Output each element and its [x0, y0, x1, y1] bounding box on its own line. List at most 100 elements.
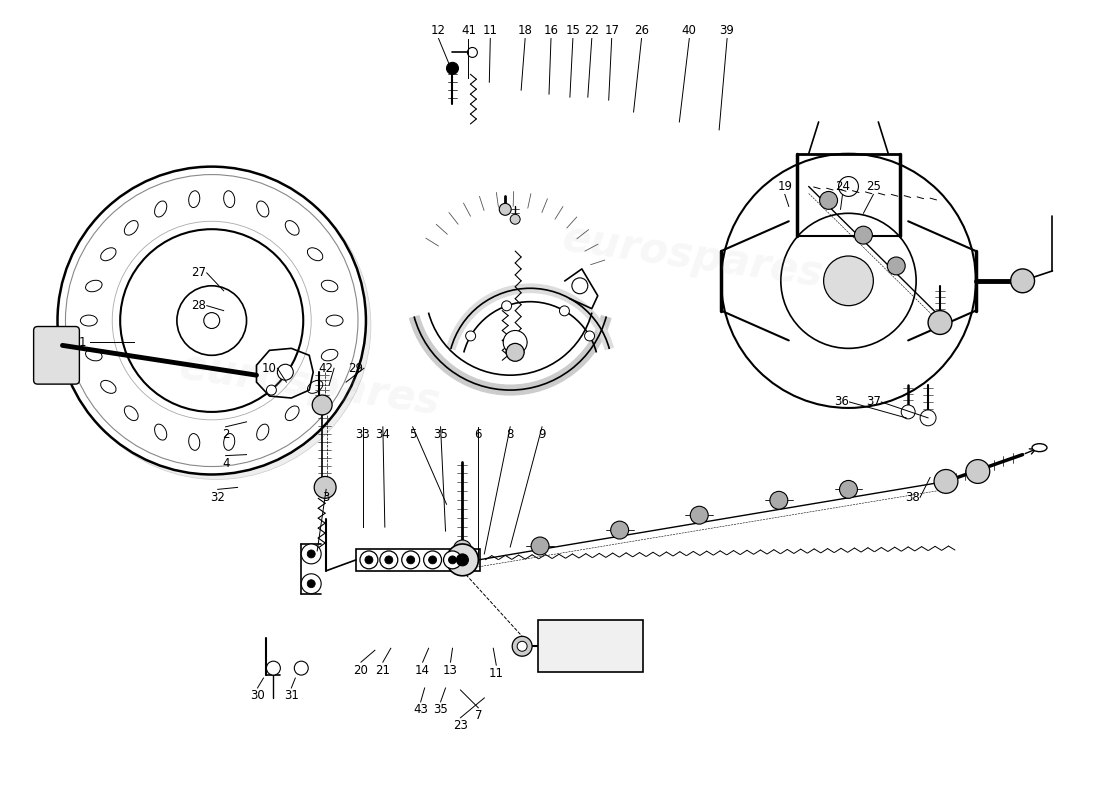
Ellipse shape — [223, 434, 234, 450]
Ellipse shape — [256, 424, 268, 440]
Text: 42: 42 — [319, 362, 333, 374]
Circle shape — [402, 551, 420, 569]
Ellipse shape — [100, 248, 117, 261]
Circle shape — [722, 154, 976, 408]
Circle shape — [901, 405, 915, 419]
Circle shape — [307, 550, 316, 558]
Circle shape — [888, 257, 905, 275]
Ellipse shape — [307, 248, 322, 261]
Text: 14: 14 — [415, 664, 430, 677]
Ellipse shape — [256, 201, 268, 217]
Circle shape — [531, 537, 549, 555]
Ellipse shape — [80, 315, 97, 326]
Text: 40: 40 — [682, 24, 696, 37]
Circle shape — [781, 214, 916, 348]
Text: 28: 28 — [191, 299, 206, 312]
Circle shape — [301, 574, 321, 594]
Circle shape — [429, 556, 437, 564]
Text: 15: 15 — [565, 24, 581, 37]
Circle shape — [468, 47, 477, 58]
Ellipse shape — [326, 315, 343, 326]
Ellipse shape — [307, 380, 322, 394]
Circle shape — [465, 331, 475, 341]
Ellipse shape — [155, 424, 167, 440]
Circle shape — [838, 177, 858, 197]
Ellipse shape — [321, 280, 338, 292]
Circle shape — [360, 551, 378, 569]
Circle shape — [513, 636, 532, 656]
Circle shape — [315, 477, 337, 498]
Text: 41: 41 — [461, 24, 476, 37]
Text: 12: 12 — [431, 24, 447, 37]
Ellipse shape — [155, 201, 167, 217]
Circle shape — [510, 214, 520, 224]
Text: 35: 35 — [433, 428, 448, 442]
Text: 36: 36 — [834, 395, 849, 409]
Circle shape — [839, 481, 857, 498]
Circle shape — [177, 286, 246, 355]
Ellipse shape — [285, 406, 299, 421]
Ellipse shape — [189, 190, 200, 207]
Text: 20: 20 — [353, 664, 369, 677]
Text: 6: 6 — [474, 428, 482, 442]
FancyBboxPatch shape — [34, 326, 79, 384]
Circle shape — [312, 395, 332, 415]
Circle shape — [385, 556, 393, 564]
Ellipse shape — [321, 350, 338, 361]
Text: 37: 37 — [866, 395, 881, 409]
Ellipse shape — [285, 221, 299, 235]
Text: 19: 19 — [778, 180, 792, 193]
Text: 4: 4 — [222, 457, 230, 470]
Circle shape — [453, 540, 472, 558]
Text: 35: 35 — [433, 703, 448, 716]
Circle shape — [449, 556, 456, 564]
Circle shape — [266, 661, 280, 675]
Text: 11: 11 — [488, 666, 504, 679]
Ellipse shape — [189, 434, 200, 450]
Circle shape — [456, 554, 469, 566]
Text: 34: 34 — [375, 428, 390, 442]
Text: 3: 3 — [322, 491, 330, 504]
Circle shape — [572, 278, 587, 294]
Text: 21: 21 — [375, 664, 390, 677]
Circle shape — [855, 226, 872, 244]
Text: 11: 11 — [483, 24, 498, 37]
Circle shape — [934, 470, 958, 494]
Circle shape — [307, 580, 316, 588]
Text: eurospares: eurospares — [559, 218, 825, 296]
Text: 32: 32 — [210, 491, 225, 504]
Text: 26: 26 — [634, 24, 649, 37]
Ellipse shape — [86, 350, 102, 361]
Text: 2: 2 — [222, 428, 230, 442]
Text: 25: 25 — [866, 180, 881, 193]
FancyBboxPatch shape — [538, 621, 642, 672]
Ellipse shape — [1032, 444, 1047, 452]
Circle shape — [560, 306, 570, 316]
Circle shape — [204, 313, 220, 329]
Circle shape — [447, 544, 478, 576]
Text: 29: 29 — [349, 362, 363, 374]
Text: 18: 18 — [518, 24, 532, 37]
Ellipse shape — [124, 221, 139, 235]
Circle shape — [820, 191, 837, 210]
Circle shape — [424, 551, 441, 569]
Text: 39: 39 — [719, 24, 735, 37]
Text: 27: 27 — [191, 266, 207, 279]
Circle shape — [506, 343, 524, 362]
Circle shape — [277, 364, 294, 380]
Text: 33: 33 — [355, 428, 371, 442]
Ellipse shape — [124, 406, 139, 421]
Circle shape — [379, 551, 398, 569]
Text: 8: 8 — [506, 428, 514, 442]
Circle shape — [447, 62, 459, 74]
Ellipse shape — [100, 380, 117, 394]
Circle shape — [502, 301, 512, 310]
Circle shape — [365, 556, 373, 564]
Text: 38: 38 — [905, 491, 920, 504]
Text: 31: 31 — [284, 690, 299, 702]
Circle shape — [407, 556, 415, 564]
Circle shape — [824, 256, 873, 306]
Circle shape — [499, 203, 512, 215]
Circle shape — [295, 661, 308, 675]
Circle shape — [610, 521, 628, 539]
